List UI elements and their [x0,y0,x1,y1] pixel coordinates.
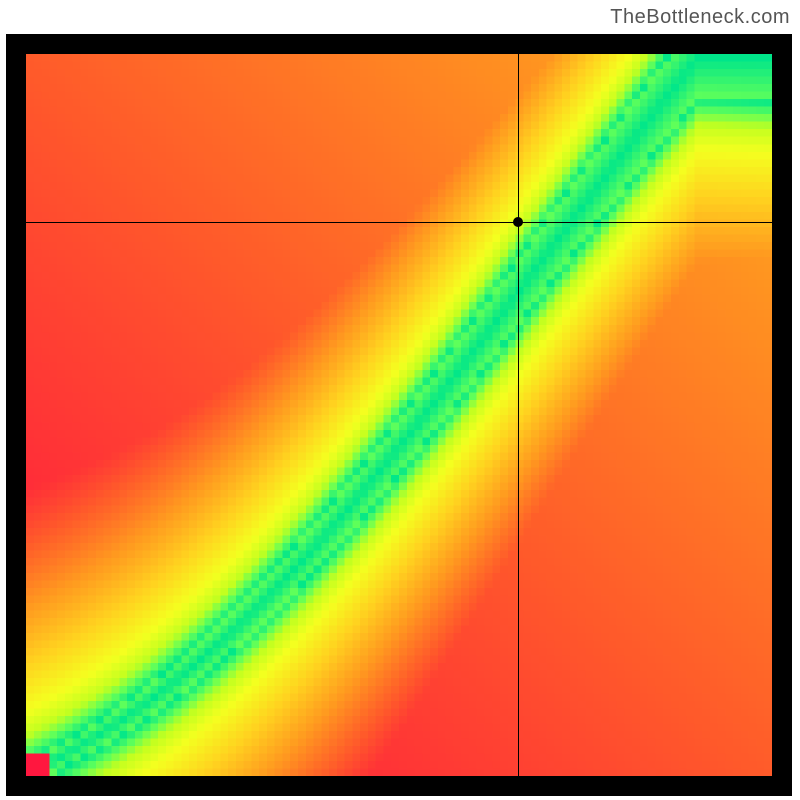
bottleneck-heatmap [26,54,772,776]
watermark-text: TheBottleneck.com [610,6,790,29]
crosshair-vertical [518,54,519,776]
crosshair-horizontal [26,222,772,223]
chart-container: TheBottleneck.com [0,0,800,800]
crosshair-marker [513,217,523,227]
